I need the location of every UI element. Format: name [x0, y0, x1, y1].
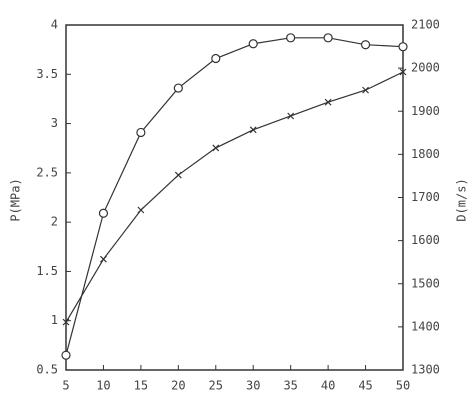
series-line	[65, 37, 404, 356]
x-tick-label: 45	[358, 379, 372, 393]
y2-tick-label: 1400	[411, 319, 440, 333]
y2-tick-label: 2100	[411, 18, 440, 32]
x-tick-label: 40	[321, 379, 335, 393]
marker	[100, 255, 107, 263]
plot-frame	[65, 24, 404, 371]
y2-tick-label: 1700	[411, 190, 440, 204]
y2-tick-label: 1500	[411, 276, 440, 290]
x-tick-label: 30	[246, 379, 260, 393]
y-tick-label: 0.5	[36, 363, 58, 377]
marker	[324, 98, 332, 106]
marker	[137, 206, 145, 214]
y-tick-label: 4	[51, 18, 58, 32]
y2-tick-label: 1300	[411, 363, 440, 377]
marker	[286, 33, 296, 43]
marker	[287, 112, 295, 120]
x-tick-label: 10	[96, 379, 110, 393]
y2-tick-label: 1900	[411, 104, 440, 118]
marker	[323, 33, 333, 43]
marker	[136, 127, 146, 138]
y-tick-label: 2	[51, 215, 58, 229]
marker	[62, 318, 70, 326]
marker	[398, 42, 408, 52]
marker	[362, 86, 369, 94]
y-tick-label: 3	[51, 116, 58, 130]
marker	[360, 40, 371, 50]
marker	[399, 68, 407, 76]
marker	[248, 39, 258, 49]
y2-axis-label: D(m/s)	[455, 178, 469, 221]
y2-tick-label: 2000	[411, 61, 440, 75]
series-line	[65, 71, 404, 323]
x-tick-label: 35	[283, 379, 297, 393]
marker	[212, 144, 220, 152]
y2-tick-label: 1600	[411, 233, 440, 247]
marker	[61, 350, 71, 360]
marker	[174, 171, 182, 179]
marker	[249, 126, 257, 134]
marker	[98, 208, 109, 218]
x-tick-label: 25	[209, 379, 223, 393]
y-tick-label: 1	[51, 313, 58, 327]
marker	[173, 83, 183, 93]
x-tick-label: 50	[396, 379, 410, 393]
y-tick-label: 1.5	[36, 264, 58, 278]
y2-tick-label: 1800	[411, 147, 440, 161]
y-tick-label: 2.5	[36, 165, 58, 179]
y-axis-label: P(MPa)	[9, 178, 23, 221]
x-tick-label: 20	[171, 379, 185, 393]
x-tick-label: 15	[134, 379, 148, 393]
x-tick-label: 5	[62, 379, 69, 393]
y-tick-label: 3.5	[36, 67, 58, 81]
marker	[211, 53, 221, 64]
